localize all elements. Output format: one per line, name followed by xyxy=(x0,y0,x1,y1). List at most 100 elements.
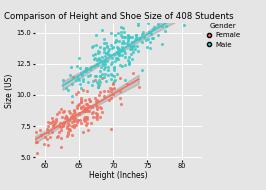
Point xyxy=(127,63,131,66)
Point xyxy=(133,47,137,50)
Point xyxy=(118,89,122,93)
Point xyxy=(129,46,134,49)
Point xyxy=(120,27,125,30)
Point xyxy=(94,115,98,118)
Title: Comparison of Height and Shoe Size of 408 Students: Comparison of Height and Shoe Size of 40… xyxy=(3,12,233,21)
Point xyxy=(76,104,80,107)
Point xyxy=(86,105,90,108)
Point xyxy=(85,89,89,92)
Point xyxy=(79,86,83,89)
Point xyxy=(101,46,106,49)
Point xyxy=(73,92,78,95)
Point xyxy=(116,57,120,60)
Point xyxy=(103,66,107,69)
Point xyxy=(113,33,118,36)
Point xyxy=(84,102,88,105)
Point xyxy=(81,130,85,133)
Point xyxy=(94,100,98,103)
Point xyxy=(92,57,96,60)
Point xyxy=(77,112,81,115)
Point xyxy=(96,86,100,89)
Point xyxy=(78,118,82,121)
Point xyxy=(148,32,153,35)
Point xyxy=(157,14,162,17)
Point xyxy=(90,105,94,108)
Point xyxy=(43,135,47,138)
Point xyxy=(122,31,126,34)
Point xyxy=(72,110,76,113)
Point xyxy=(70,120,74,123)
Point xyxy=(136,23,140,26)
Point xyxy=(46,120,50,123)
Point xyxy=(71,113,75,116)
Point xyxy=(100,61,105,64)
Point xyxy=(98,81,102,84)
Point xyxy=(97,51,101,54)
Point xyxy=(115,51,119,54)
Point xyxy=(103,60,107,63)
Point xyxy=(115,57,119,60)
Point xyxy=(61,110,66,113)
Point xyxy=(117,53,121,56)
Point xyxy=(116,18,120,21)
Point xyxy=(150,37,155,40)
Point xyxy=(59,145,63,148)
Point xyxy=(156,34,161,37)
Point xyxy=(84,116,88,119)
Point xyxy=(65,130,70,133)
Point xyxy=(77,56,81,59)
Point xyxy=(85,121,89,124)
Point xyxy=(80,74,84,77)
Point xyxy=(102,95,106,98)
Point xyxy=(72,124,76,127)
Point xyxy=(81,104,85,107)
Point xyxy=(110,56,115,59)
Point xyxy=(82,109,87,112)
Point xyxy=(144,46,149,49)
Point xyxy=(118,97,122,100)
Point xyxy=(126,38,130,41)
Point xyxy=(84,116,89,119)
Point xyxy=(111,81,115,84)
Point xyxy=(70,94,74,97)
Point xyxy=(119,31,123,34)
Point xyxy=(116,46,120,49)
Point xyxy=(88,67,92,70)
Y-axis label: Size (US): Size (US) xyxy=(5,74,14,108)
Point xyxy=(91,45,95,48)
Point xyxy=(119,25,123,28)
Point xyxy=(91,110,95,113)
Point xyxy=(162,10,166,13)
Point xyxy=(127,35,131,38)
Point xyxy=(126,35,130,38)
Point xyxy=(128,35,132,38)
Point xyxy=(112,66,116,70)
Point xyxy=(90,84,94,87)
Point xyxy=(51,125,56,128)
Point xyxy=(77,113,81,116)
Point xyxy=(148,46,152,49)
Point xyxy=(97,83,101,86)
Point xyxy=(125,42,130,45)
Point xyxy=(82,107,86,110)
Point xyxy=(104,41,109,44)
Point xyxy=(87,110,92,113)
Point xyxy=(102,47,106,50)
Point xyxy=(134,34,138,37)
Point xyxy=(155,19,159,22)
Point xyxy=(151,26,156,29)
Point xyxy=(128,48,132,51)
Point xyxy=(93,96,98,99)
Point xyxy=(50,130,54,133)
Point xyxy=(95,112,99,116)
Point xyxy=(134,37,138,40)
Point xyxy=(84,124,88,127)
Point xyxy=(93,74,97,78)
Point xyxy=(89,66,93,69)
Point xyxy=(94,103,98,106)
Point xyxy=(72,125,76,128)
Point xyxy=(136,37,141,40)
Point xyxy=(146,21,151,24)
Point xyxy=(126,43,130,46)
Point xyxy=(119,34,123,37)
